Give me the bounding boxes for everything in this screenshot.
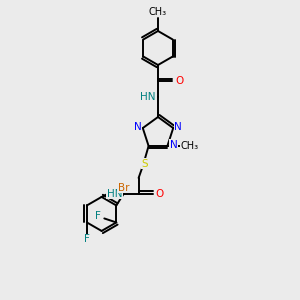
Text: F: F — [84, 234, 90, 244]
Text: CH₃: CH₃ — [180, 141, 199, 151]
Text: O: O — [155, 189, 164, 199]
Text: N: N — [174, 122, 182, 132]
Text: O: O — [175, 76, 183, 86]
Text: HN: HN — [107, 189, 122, 199]
Text: F: F — [95, 212, 101, 221]
Text: N: N — [134, 122, 142, 132]
Text: S: S — [141, 159, 148, 169]
Text: HN: HN — [140, 92, 156, 102]
Text: CH₃: CH₃ — [149, 7, 167, 17]
Text: Br: Br — [118, 183, 129, 193]
Text: N: N — [169, 140, 177, 150]
